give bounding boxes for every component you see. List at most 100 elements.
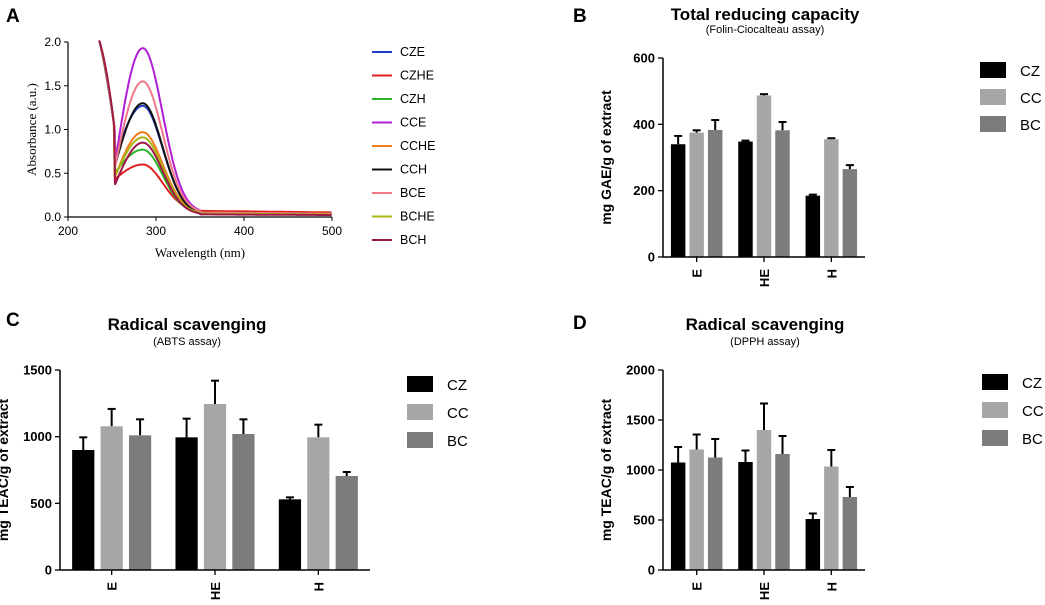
chart-title: Total reducing capacity (671, 5, 860, 24)
y-tick-label: 0 (45, 563, 52, 578)
legend-swatch-cc (982, 402, 1008, 418)
y-tick-label: 200 (633, 183, 655, 198)
y-axis-label: Absorbance (a.u.) (24, 83, 39, 176)
bar-cc-h (824, 139, 838, 257)
bar-bc-h (843, 169, 857, 257)
legend-label-bche: BCHE (400, 210, 435, 224)
x-tick-label-he: HE (208, 582, 223, 600)
bar-cz-he (738, 462, 752, 570)
y-tick-label: 500 (633, 513, 655, 528)
legend-label-cc: CC (447, 405, 469, 422)
x-tick-label: 300 (146, 224, 166, 238)
y-axis-label: mg TEAC/g of extract (598, 398, 614, 541)
series-line-cze (100, 42, 332, 214)
y-tick-label: 1500 (626, 413, 655, 428)
y-tick-label: 1000 (23, 429, 52, 444)
bar-bc-he (775, 130, 789, 257)
y-tick-label: 1000 (626, 463, 655, 478)
y-tick-label: 2000 (626, 363, 655, 378)
line-chart-absorbance: 0.0 0.5 1.0 1.5 2.0 200 300 400 500 Wavelength (n… (0, 0, 460, 300)
bar-cc-e (689, 133, 703, 257)
series-line-cce (100, 42, 332, 214)
x-tick-label: 400 (234, 224, 254, 238)
y-tick-label: 1.5 (44, 79, 61, 93)
legend-label-bch: BCH (400, 233, 426, 247)
legend-swatch-cc (407, 404, 433, 420)
legend-label-cz: CZ (1020, 63, 1040, 80)
bar-chart-total-reducing: Total reducing capacity(Folin-Ciocalteau… (565, 0, 1045, 300)
y-tick-label: 1500 (23, 363, 52, 378)
bar-cc-e (101, 426, 123, 570)
legend-label-cch: CCH (400, 163, 427, 177)
x-tick-label-he: HE (757, 269, 772, 287)
bar-cz-he (175, 437, 197, 570)
x-tick-label-e: E (690, 269, 705, 278)
legend-label-cche: CCHE (400, 139, 435, 153)
bar-cc-he (757, 430, 771, 570)
bar-cc-e (689, 450, 703, 571)
chart-subtitle: (DPPH assay) (730, 336, 800, 348)
y-tick-label: 600 (633, 51, 655, 66)
legend-swatch-bc (982, 430, 1008, 446)
series-line-czh (99, 41, 331, 215)
y-tick-label: 2.0 (44, 35, 61, 49)
bar-cc-he (757, 95, 771, 257)
x-axis-label: Wavelength (nm) (155, 245, 245, 260)
y-tick-label: 0 (648, 250, 655, 265)
bar-cz-e (671, 463, 685, 571)
legend-label-bc: BC (447, 433, 468, 450)
bar-bc-he (232, 434, 254, 570)
y-tick-label: 500 (30, 496, 52, 511)
series-line-bche (100, 42, 331, 214)
bar-bc-e (708, 130, 722, 257)
bar-bc-e (129, 435, 151, 570)
bar-cz-h (806, 196, 820, 257)
chart-subtitle: (ABTS assay) (153, 336, 221, 348)
legend-swatch-cz (982, 374, 1008, 390)
chart-title: Radical scavenging (108, 315, 267, 334)
bar-cz-e (671, 144, 685, 257)
bar-chart-dpph: Radical scavenging (DPPH assay) E HE H 0 500 10… (565, 305, 1045, 605)
series-line-bch (99, 40, 331, 215)
legend-label-cz: CZ (1022, 375, 1042, 392)
y-axis-label: mg TEAC/g of extract (0, 398, 11, 541)
x-tick-label: 200 (58, 224, 78, 238)
bar-cz-he (738, 142, 752, 257)
x-tick-label-h: H (824, 269, 839, 278)
x-tick-label-h: H (311, 582, 326, 591)
x-tick-label-e: E (690, 582, 705, 591)
bar-cz-e (72, 450, 94, 570)
legend-label-bce: BCE (400, 186, 426, 200)
legend-swatch-cc (980, 89, 1006, 105)
legend-swatch-cz (407, 376, 433, 392)
legend-label-czh: CZH (400, 92, 426, 106)
legend-swatch-cz (980, 62, 1006, 78)
series-line-bce (100, 41, 332, 213)
chart-title: Radical scavenging (686, 315, 845, 334)
chart-subtitle: (Folin-Ciocalteau assay) (706, 24, 825, 36)
x-tick-label-he: HE (757, 582, 772, 600)
bar-cc-h (307, 437, 329, 570)
series-line-cche (100, 43, 331, 214)
bar-chart-abts: Radical scavenging (ABTS assay) E HE H 0 500 10… (0, 305, 520, 605)
bar-cc-he (204, 404, 226, 570)
legend-label-bc: BC (1020, 117, 1041, 134)
y-tick-label: 400 (633, 117, 655, 132)
legend-label-cce: CCE (400, 116, 426, 130)
y-tick-label: 0.5 (44, 166, 61, 180)
legend-label-bc: BC (1022, 431, 1043, 448)
x-tick-label-h: H (824, 582, 839, 591)
series-line-cch (100, 44, 332, 215)
bar-bc-e (708, 458, 722, 571)
y-axis-label: mg GAE/g of extract (598, 90, 614, 225)
series-line-czhe (100, 43, 332, 212)
bar-cc-h (824, 467, 838, 571)
y-tick-label: 1.0 (44, 123, 61, 137)
y-tick-label: 0.0 (44, 210, 61, 224)
legend-swatch-bc (980, 116, 1006, 132)
bar-bc-h (336, 476, 358, 570)
bar-bc-h (843, 497, 857, 570)
legend-label-czhe: CZHE (400, 69, 434, 83)
bar-cz-h (806, 519, 820, 570)
legend-label-cc: CC (1022, 403, 1044, 420)
